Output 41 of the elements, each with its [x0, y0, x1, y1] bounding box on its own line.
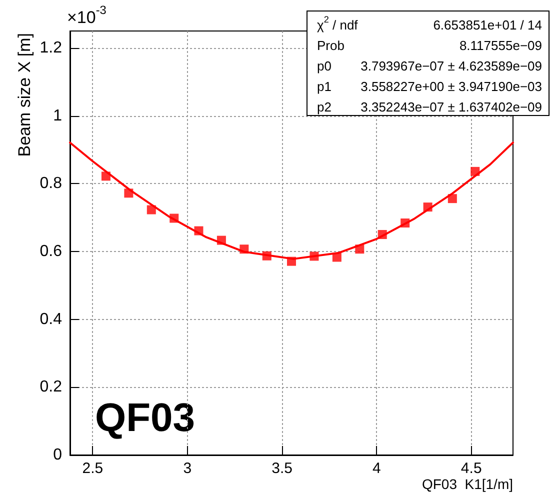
annotation: 3.352243e−07 ± 1.637402e−09 — [360, 100, 542, 115]
annotation: Prob — [317, 38, 344, 54]
point — [170, 214, 179, 223]
point — [470, 166, 480, 176]
annotation: QF03 — [95, 396, 196, 440]
point — [332, 252, 342, 262]
point — [216, 236, 226, 245]
x-tick-label: 4.5 — [460, 460, 482, 477]
annotation: 3.793967e−07 ± 4.623589e−09 — [360, 58, 542, 74]
point — [124, 188, 134, 198]
y-tick-label: 0.6 — [40, 242, 62, 260]
point — [423, 202, 432, 212]
point — [448, 194, 457, 204]
point — [355, 244, 364, 254]
annotation: p1 — [317, 79, 332, 94]
annotation: 3.558227e+00 ± 3.947190e−03 — [360, 79, 542, 94]
annotation: p2 — [317, 100, 332, 115]
x-axis-title: QF03 K1[1/m] — [422, 476, 514, 492]
y-axis-title: Beam size X [m] — [15, 33, 34, 157]
x-tick-label: 2.5 — [82, 460, 104, 477]
point — [146, 205, 156, 214]
point — [240, 244, 249, 254]
y-tick-label: 1.2 — [40, 39, 62, 56]
point — [262, 251, 272, 260]
point — [194, 226, 204, 236]
x-tick-label: 4 — [372, 460, 381, 477]
y-tick-label: 0 — [53, 446, 62, 464]
x-tick-label: 3.5 — [272, 460, 292, 477]
annotation: 6.653851e+01 / 14 — [433, 18, 542, 33]
x-tick-label: 3 — [183, 460, 192, 477]
annotation: p0 — [317, 58, 332, 74]
point — [287, 256, 296, 266]
y-tick-label: 1 — [53, 107, 62, 124]
point — [400, 218, 410, 228]
y-tick-label: 0.8 — [40, 175, 62, 192]
y-tick-label: 0.4 — [40, 310, 62, 328]
annotation: 8.117555e−09 — [459, 38, 542, 54]
point — [310, 252, 319, 261]
point — [101, 172, 110, 181]
y-tick-label: 0.2 — [40, 378, 62, 396]
point — [378, 230, 387, 240]
